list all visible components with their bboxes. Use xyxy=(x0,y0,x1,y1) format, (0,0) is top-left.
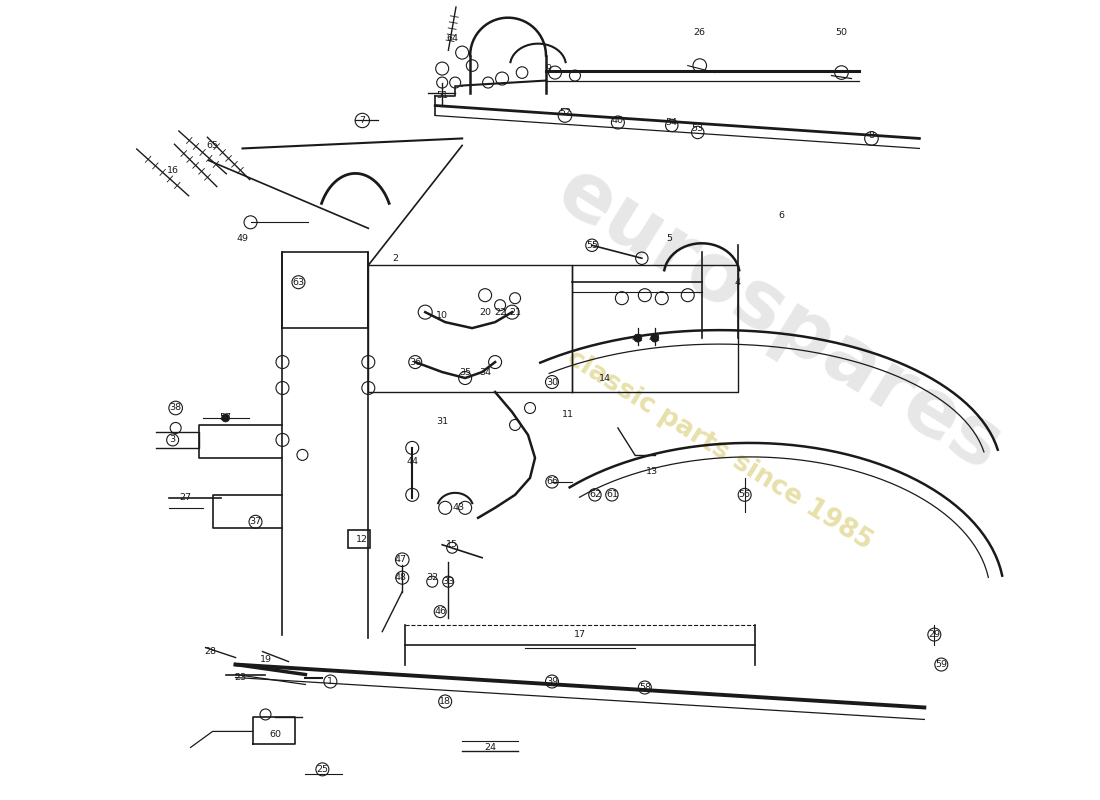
Circle shape xyxy=(634,334,641,342)
Text: 41: 41 xyxy=(631,334,644,342)
Text: 42: 42 xyxy=(649,334,661,342)
Text: 12: 12 xyxy=(356,535,369,544)
Text: 38: 38 xyxy=(169,403,182,413)
Text: 66: 66 xyxy=(546,478,558,486)
Text: 39: 39 xyxy=(546,677,558,686)
Text: 46: 46 xyxy=(434,607,447,616)
Text: 34: 34 xyxy=(480,367,492,377)
Text: 30: 30 xyxy=(546,378,558,386)
Text: 40: 40 xyxy=(612,116,624,125)
Text: 8: 8 xyxy=(868,131,875,140)
Text: 60: 60 xyxy=(270,730,282,739)
Text: 26: 26 xyxy=(694,28,706,37)
Text: 55: 55 xyxy=(586,241,598,250)
Text: 43: 43 xyxy=(452,503,464,512)
Text: classic parts since 1985: classic parts since 1985 xyxy=(562,345,877,555)
Text: 28: 28 xyxy=(205,647,217,656)
Text: 37: 37 xyxy=(250,518,262,526)
Text: 24: 24 xyxy=(484,743,496,752)
Text: 54: 54 xyxy=(666,118,678,127)
Text: 19: 19 xyxy=(260,655,272,664)
Text: 35: 35 xyxy=(459,367,471,377)
Text: 7: 7 xyxy=(360,116,365,125)
Text: 27: 27 xyxy=(179,494,191,502)
Text: 33: 33 xyxy=(442,577,454,586)
Text: 11: 11 xyxy=(562,410,574,419)
Text: eurospares: eurospares xyxy=(543,152,1016,488)
Circle shape xyxy=(651,334,659,342)
Text: 63: 63 xyxy=(293,278,305,286)
Text: 20: 20 xyxy=(480,308,491,317)
Text: 9: 9 xyxy=(544,64,551,73)
Text: 44: 44 xyxy=(406,458,418,466)
Text: 47: 47 xyxy=(394,555,406,564)
Text: 23: 23 xyxy=(234,673,246,682)
Text: 16: 16 xyxy=(167,166,178,175)
Text: 22: 22 xyxy=(494,308,506,317)
Text: 62: 62 xyxy=(588,490,601,499)
Text: 52: 52 xyxy=(559,108,571,117)
Text: 50: 50 xyxy=(836,28,847,37)
Text: 58: 58 xyxy=(639,683,651,692)
Text: 1: 1 xyxy=(328,677,333,686)
Text: 10: 10 xyxy=(437,310,448,320)
Text: 48: 48 xyxy=(394,573,406,582)
Text: 14: 14 xyxy=(598,374,611,382)
Text: 57: 57 xyxy=(220,414,232,422)
Text: 29: 29 xyxy=(928,630,940,639)
Text: 3: 3 xyxy=(169,435,176,445)
Text: 13: 13 xyxy=(646,467,658,476)
Text: 32: 32 xyxy=(426,573,438,582)
Text: 51: 51 xyxy=(437,91,448,100)
Text: 18: 18 xyxy=(439,697,451,706)
Text: 31: 31 xyxy=(436,418,449,426)
Text: 6: 6 xyxy=(779,211,784,220)
Text: 56: 56 xyxy=(739,490,750,499)
Text: 25: 25 xyxy=(317,765,329,774)
Text: 65: 65 xyxy=(207,141,219,150)
Text: 17: 17 xyxy=(574,630,586,639)
Text: 53: 53 xyxy=(692,124,704,133)
Text: 59: 59 xyxy=(935,660,947,669)
Text: 2: 2 xyxy=(393,254,398,262)
Text: 61: 61 xyxy=(606,490,618,499)
Text: 15: 15 xyxy=(447,540,459,550)
Text: 36: 36 xyxy=(409,358,421,366)
Text: 64: 64 xyxy=(447,34,459,43)
Text: 21: 21 xyxy=(509,308,521,317)
Text: 49: 49 xyxy=(236,234,249,242)
Text: 4: 4 xyxy=(735,278,740,286)
Bar xyxy=(349,530,371,548)
Text: 5: 5 xyxy=(667,234,673,242)
Circle shape xyxy=(221,414,230,422)
